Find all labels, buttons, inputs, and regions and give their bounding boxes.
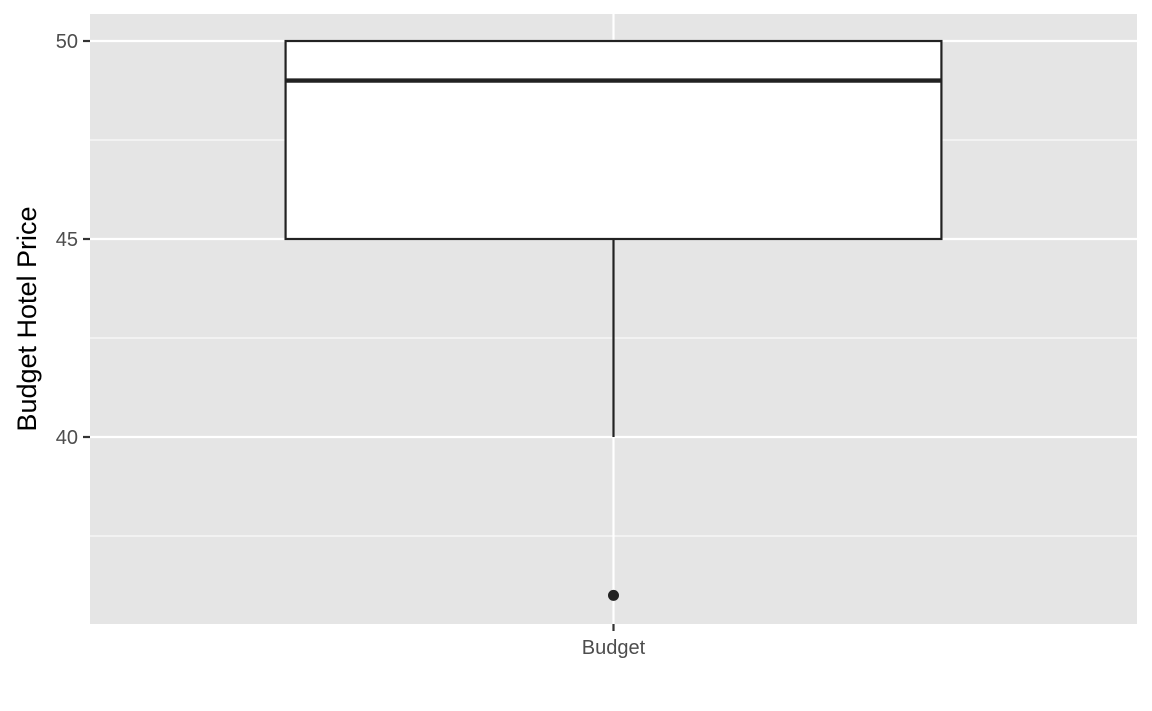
x-axis: Budget [582, 624, 646, 659]
y-tick-label: 45 [56, 229, 78, 251]
outlier-point [608, 589, 619, 601]
y-tick-label: 50 [56, 31, 78, 53]
iqr-box [284, 39, 943, 241]
x-tick-label: Budget [582, 637, 646, 659]
y-axis: 40 45 50 [56, 31, 90, 449]
y-tick-label: 40 [56, 427, 78, 449]
box-marks [284, 39, 943, 601]
y-axis-title: Budget Hotel Price [12, 206, 42, 431]
